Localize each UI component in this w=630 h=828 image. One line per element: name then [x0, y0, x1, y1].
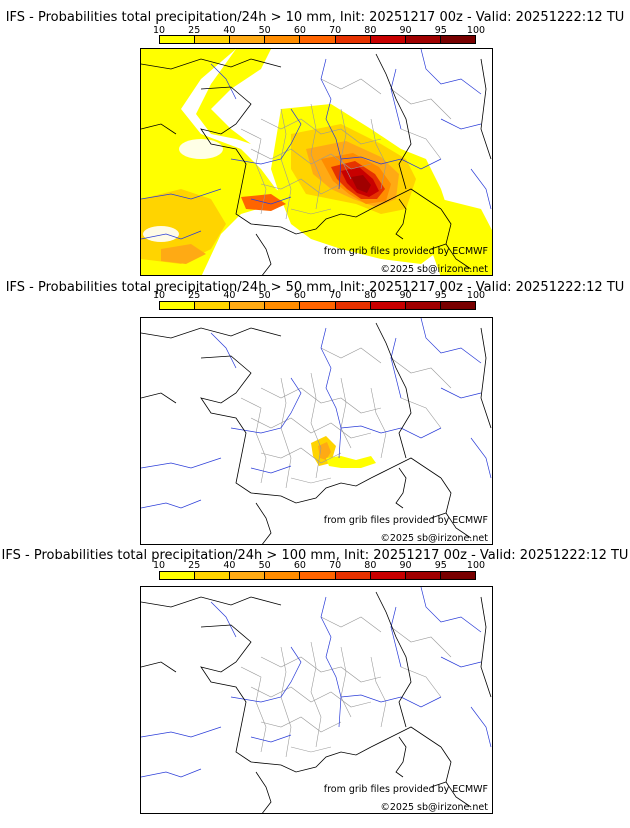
- colorbar-segment: [160, 572, 196, 579]
- colorbar-tick-label: 95: [434, 560, 447, 571]
- colorbar-tick-label: 95: [434, 25, 447, 36]
- map-graphic: [141, 587, 492, 813]
- colorbar-segment: [230, 302, 266, 309]
- colorbar-segment: [195, 302, 231, 309]
- colorbar-tick-label: 25: [188, 290, 201, 301]
- colorbar-tick-label: 40: [223, 560, 236, 571]
- source-credit: from grib files provided by ECMWF: [323, 246, 488, 257]
- colorbar-segment: [160, 36, 196, 43]
- colorbar-segment: [440, 572, 475, 579]
- probability-field: [141, 49, 492, 275]
- colorbar-tick-label: 90: [399, 290, 412, 301]
- colorbar-segment: [370, 302, 406, 309]
- forecast-map: from grib files provided by ECMWF ©2025 …: [140, 317, 493, 545]
- colorbar-segment: [405, 572, 441, 579]
- colorbar-segment: [335, 572, 371, 579]
- forecast-map: from grib files provided by ECMWF ©2025 …: [140, 48, 493, 276]
- panel-title: IFS - Probabilities total precipitation/…: [5, 280, 625, 295]
- colorbar-tick-label: 10: [152, 560, 166, 571]
- colorbar-tick-label: 80: [364, 290, 377, 301]
- colorbar-tick-label: 10: [152, 290, 166, 301]
- map-base: [141, 587, 492, 813]
- colorbar-segment: [335, 36, 371, 43]
- colorbar-tick-label: 40: [223, 290, 236, 301]
- forecast-map: from grib files provided by ECMWF ©2025 …: [140, 586, 493, 814]
- probability-field: [311, 436, 376, 468]
- colorbar-segment: [300, 302, 336, 309]
- colorbar-tick-label: 80: [364, 25, 377, 36]
- colorbar-tick-label: 100: [466, 25, 486, 36]
- colorbar-segment: [335, 302, 371, 309]
- colorbar-tick-label: 60: [293, 290, 306, 301]
- colorbar-tick-label: 90: [399, 25, 412, 36]
- colorbar-tick-label: 100: [466, 560, 486, 571]
- colorbar-segment: [265, 36, 301, 43]
- colorbar-tick-label: 10: [152, 25, 166, 36]
- colorbar-segment: [265, 572, 301, 579]
- colorbar-ticks: 10 25 40 50 60 70 80 90 95 100: [153, 560, 485, 572]
- colorbar-segment: [195, 572, 231, 579]
- colorbar-tick-label: 50: [258, 560, 271, 571]
- colorbar-segment: [195, 36, 231, 43]
- colorbar-tick-label: 25: [188, 25, 201, 36]
- colorbar-segment: [440, 302, 475, 309]
- colorbar-segment: [160, 302, 196, 309]
- colorbar-segment: [265, 302, 301, 309]
- colorbar-segment: [405, 302, 441, 309]
- map-base: [141, 318, 492, 544]
- colorbar-segment: [370, 572, 406, 579]
- panel-50mm: IFS - Probabilities total precipitation/…: [0, 270, 630, 550]
- colorbar-segment: [300, 36, 336, 43]
- colorbar-ticks: 10 25 40 50 60 70 80 90 95 100: [153, 25, 485, 37]
- source-credit: from grib files provided by ECMWF: [323, 784, 488, 795]
- map-graphic: [141, 49, 492, 275]
- colorbar-tick-label: 70: [329, 25, 342, 36]
- colorbar: [159, 571, 476, 580]
- colorbar-tick-label: 60: [293, 560, 306, 571]
- panel-title: IFS - Probabilities total precipitation/…: [1, 548, 629, 563]
- colorbar-tick-label: 25: [188, 560, 201, 571]
- colorbar-ticks: 10 25 40 50 60 70 80 90 95 100: [153, 290, 485, 302]
- copyright-credit: ©2025 sb@irizone.net: [380, 533, 488, 544]
- colorbar-tick-label: 50: [258, 290, 271, 301]
- colorbar-segment: [230, 36, 266, 43]
- colorbar-tick-label: 70: [329, 290, 342, 301]
- colorbar-segment: [440, 36, 475, 43]
- colorbar-segment: [405, 36, 441, 43]
- copyright-credit: ©2025 sb@irizone.net: [380, 264, 488, 275]
- colorbar: [159, 301, 476, 310]
- colorbar-tick-label: 90: [399, 560, 412, 571]
- colorbar-segment: [370, 36, 406, 43]
- colorbar: [159, 35, 476, 44]
- panel-10mm: IFS - Probabilities total precipitation/…: [0, 0, 630, 280]
- colorbar-tick-label: 60: [293, 25, 306, 36]
- panel-100mm: IFS - Probabilities total precipitation/…: [0, 538, 630, 828]
- map-graphic: [141, 318, 492, 544]
- colorbar-tick-label: 95: [434, 290, 447, 301]
- source-credit: from grib files provided by ECMWF: [323, 515, 488, 526]
- colorbar-tick-label: 40: [223, 25, 236, 36]
- panel-title: IFS - Probabilities total precipitation/…: [5, 10, 625, 25]
- colorbar-segment: [230, 572, 266, 579]
- colorbar-tick-label: 50: [258, 25, 271, 36]
- colorbar-tick-label: 80: [364, 560, 377, 571]
- copyright-credit: ©2025 sb@irizone.net: [380, 802, 488, 813]
- colorbar-segment: [300, 572, 336, 579]
- colorbar-tick-label: 100: [466, 290, 486, 301]
- colorbar-tick-label: 70: [329, 560, 342, 571]
